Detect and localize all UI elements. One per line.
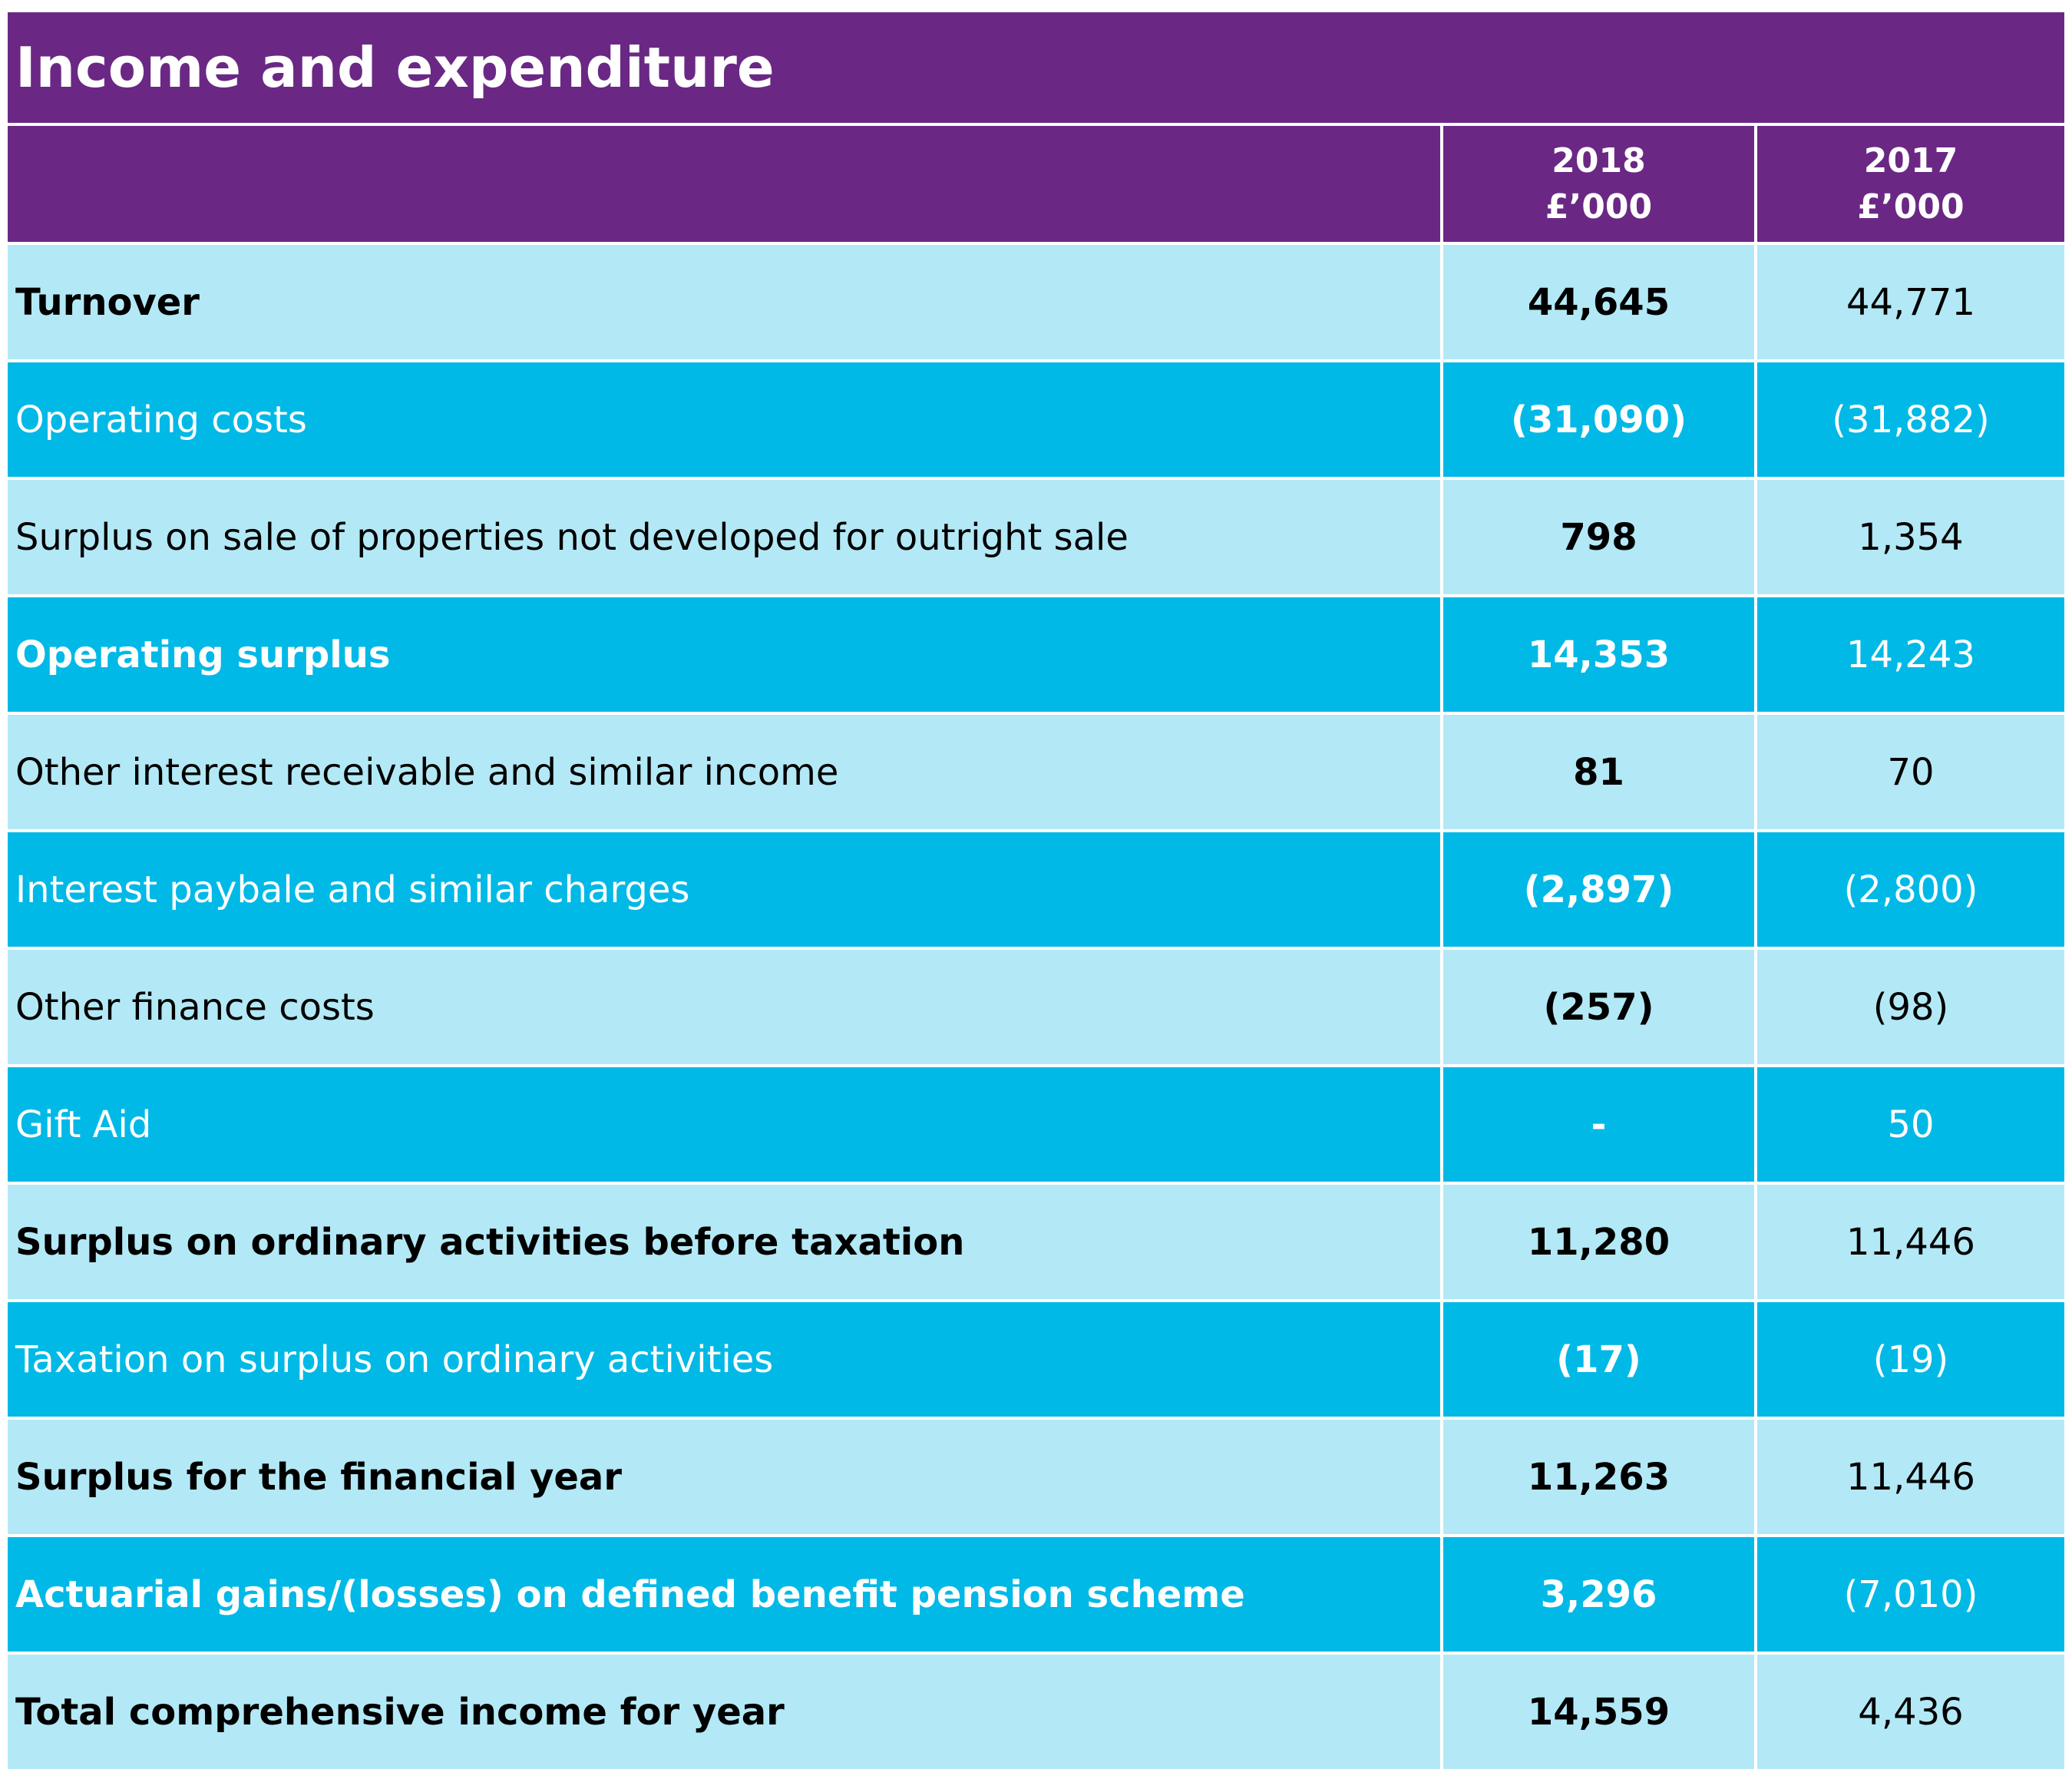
column-header-label [8,126,1442,245]
value-2017: 70 [1754,713,2064,832]
value-2018: 81 [1440,713,1756,832]
row-label: Taxation on surplus on ordinary activiti… [8,1301,1442,1420]
row-label: Surplus on sale of properties not develo… [8,478,1442,597]
table-row: Taxation on surplus on ordinary activiti… [8,1301,2064,1420]
value-2017: 1,354 [1754,478,2064,597]
value-2018: 44,645 [1440,243,1756,362]
table-row: Operating costs (31,090) (31,882) [8,361,2064,480]
value-2017: (31,882) [1754,361,2064,480]
row-label: Turnover [8,243,1442,362]
value-2017: 11,446 [1754,1418,2064,1537]
table-title: Income and expenditure [8,12,2064,123]
column-unit-2018: £’000 [1545,187,1653,227]
value-2018: (257) [1440,948,1756,1067]
table-row: Surplus for the financial year 11,263 11… [8,1418,2064,1537]
row-label: Surplus on ordinary activities before ta… [8,1183,1442,1302]
value-2018: - [1440,1066,1756,1185]
value-2018: 14,353 [1440,596,1756,715]
row-label: Gift Aid [8,1066,1442,1185]
value-2017: 14,243 [1754,596,2064,715]
value-2018: 3,296 [1440,1536,1756,1655]
column-header-2017: 2017 £’000 [1754,126,2064,245]
table-row: Total comprehensive income for year 14,5… [8,1653,2064,1772]
table-row: Surplus on ordinary activities before ta… [8,1183,2064,1302]
row-label: Other interest receivable and similar in… [8,713,1442,832]
table-row: Actuarial gains/(losses) on defined bene… [8,1536,2064,1655]
table-row: Other finance costs (257) (98) [8,948,2064,1067]
row-label: Interest paybale and similar charges [8,831,1442,950]
column-year-2017: 2017 [1863,141,1958,180]
table-row: Operating surplus 14,353 14,243 [8,596,2064,715]
row-label: Surplus for the financial year [8,1418,1442,1537]
value-2017: 11,446 [1754,1183,2064,1302]
value-2017: 44,771 [1754,243,2064,362]
column-unit-2017: £’000 [1857,187,1965,227]
table-row: Surplus on sale of properties not develo… [8,478,2064,597]
value-2018: 11,280 [1440,1183,1756,1302]
value-2018: 798 [1440,478,1756,597]
value-2018: 14,559 [1440,1653,1756,1772]
value-2017: (98) [1754,948,2064,1067]
income-expenditure-table: 2018 £’000 2017 £’000 Turnover 44,645 44… [8,126,2064,1772]
table-row: Interest paybale and similar charges (2,… [8,831,2064,950]
row-label: Operating costs [8,361,1442,480]
table-row: Gift Aid - 50 [8,1066,2064,1185]
value-2017: 4,436 [1754,1653,2064,1772]
table-row: Other interest receivable and similar in… [8,713,2064,832]
value-2018: 11,263 [1440,1418,1756,1537]
value-2018: (17) [1440,1301,1756,1420]
value-2017: (7,010) [1754,1536,2064,1655]
row-label: Other finance costs [8,948,1442,1067]
value-2018: (31,090) [1440,361,1756,480]
row-label: Operating surplus [8,596,1442,715]
value-2018: (2,897) [1440,831,1756,950]
column-header-2018: 2018 £’000 [1440,126,1756,245]
value-2017: (2,800) [1754,831,2064,950]
value-2017: 50 [1754,1066,2064,1185]
table-header-row: 2018 £’000 2017 £’000 [8,126,2064,245]
column-year-2018: 2018 [1552,141,1646,180]
value-2017: (19) [1754,1301,2064,1420]
row-label: Total comprehensive income for year [8,1653,1442,1772]
row-label: Actuarial gains/(losses) on defined bene… [8,1536,1442,1655]
income-expenditure-panel: Income and expenditure 2018 £’000 2017 £… [8,12,2064,1772]
table-row: Turnover 44,645 44,771 [8,243,2064,362]
